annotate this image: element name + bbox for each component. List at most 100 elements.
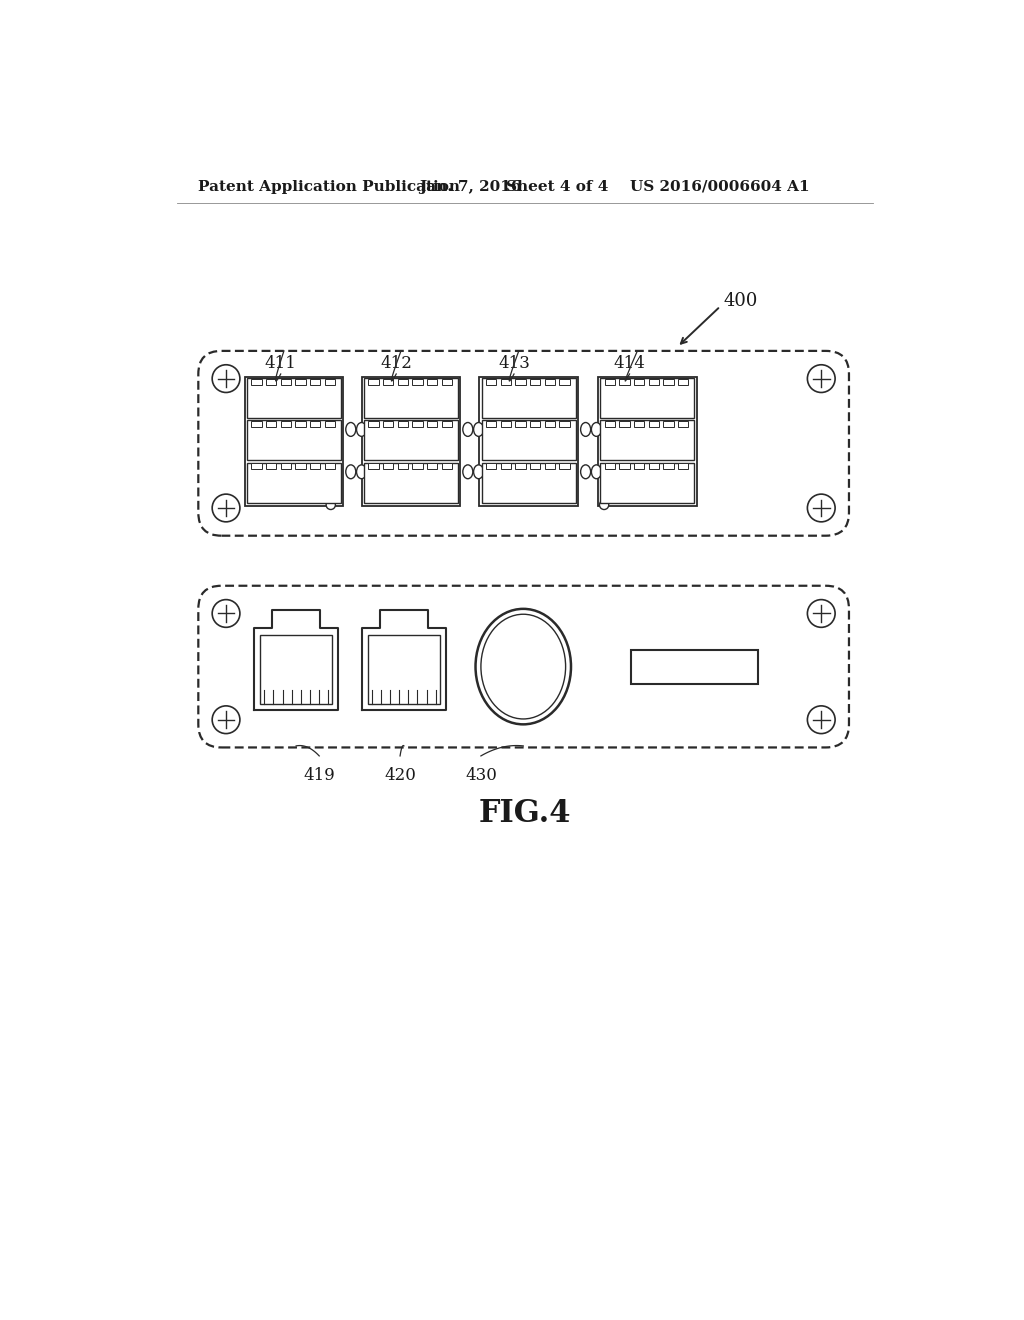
Bar bbox=[427, 379, 437, 385]
Bar bbox=[364, 378, 458, 418]
Ellipse shape bbox=[356, 465, 367, 479]
Circle shape bbox=[807, 494, 836, 521]
Bar bbox=[620, 379, 630, 385]
Ellipse shape bbox=[481, 614, 565, 719]
Bar bbox=[605, 463, 615, 470]
Bar bbox=[413, 421, 423, 428]
Bar bbox=[247, 378, 341, 418]
Bar bbox=[281, 379, 291, 385]
Bar bbox=[648, 463, 658, 470]
Bar bbox=[648, 421, 658, 428]
Text: 411: 411 bbox=[265, 355, 297, 372]
Text: FIG.4: FIG.4 bbox=[478, 797, 571, 829]
Bar bbox=[501, 421, 511, 428]
Circle shape bbox=[807, 364, 836, 392]
Bar bbox=[441, 463, 452, 470]
Bar bbox=[245, 378, 343, 507]
Bar bbox=[634, 463, 644, 470]
Bar bbox=[486, 379, 497, 385]
Bar bbox=[325, 421, 335, 428]
Bar bbox=[501, 379, 511, 385]
Bar bbox=[600, 420, 694, 461]
Ellipse shape bbox=[592, 465, 601, 479]
Bar bbox=[310, 421, 321, 428]
Bar bbox=[545, 379, 555, 385]
Bar bbox=[281, 463, 291, 470]
Circle shape bbox=[212, 494, 240, 521]
Bar bbox=[247, 420, 341, 461]
Ellipse shape bbox=[592, 422, 601, 437]
Bar bbox=[260, 635, 333, 705]
Circle shape bbox=[807, 706, 836, 734]
Circle shape bbox=[212, 599, 240, 627]
Bar bbox=[295, 421, 305, 428]
Bar bbox=[325, 463, 335, 470]
Bar bbox=[559, 463, 569, 470]
Text: 430: 430 bbox=[465, 767, 497, 784]
Bar bbox=[678, 379, 688, 385]
Bar bbox=[441, 379, 452, 385]
Circle shape bbox=[212, 706, 240, 734]
Bar bbox=[251, 379, 261, 385]
Ellipse shape bbox=[346, 465, 355, 479]
Bar bbox=[479, 378, 578, 507]
Bar bbox=[295, 463, 305, 470]
Bar bbox=[413, 379, 423, 385]
Text: Sheet 4 of 4: Sheet 4 of 4 bbox=[506, 180, 608, 194]
Bar bbox=[361, 378, 460, 507]
Text: Jan. 7, 2016: Jan. 7, 2016 bbox=[419, 180, 522, 194]
Bar bbox=[620, 421, 630, 428]
Bar bbox=[397, 463, 408, 470]
Bar bbox=[281, 421, 291, 428]
Bar bbox=[413, 463, 423, 470]
Bar bbox=[427, 463, 437, 470]
Bar bbox=[515, 463, 525, 470]
Bar bbox=[310, 463, 321, 470]
Bar bbox=[481, 462, 575, 503]
Bar bbox=[486, 463, 497, 470]
Bar bbox=[295, 379, 305, 385]
Bar bbox=[247, 462, 341, 503]
Text: 400: 400 bbox=[724, 292, 758, 310]
Circle shape bbox=[599, 500, 608, 510]
Bar bbox=[631, 649, 758, 684]
Bar bbox=[648, 379, 658, 385]
Ellipse shape bbox=[581, 465, 591, 479]
Bar bbox=[598, 378, 696, 507]
Bar bbox=[481, 378, 575, 418]
Bar bbox=[481, 420, 575, 461]
Bar bbox=[397, 379, 408, 385]
Bar bbox=[501, 463, 511, 470]
Text: US 2016/0006604 A1: US 2016/0006604 A1 bbox=[630, 180, 809, 194]
Bar bbox=[664, 463, 674, 470]
Text: 414: 414 bbox=[613, 355, 645, 372]
Bar bbox=[559, 379, 569, 385]
Bar bbox=[325, 379, 335, 385]
Bar bbox=[266, 463, 276, 470]
Bar bbox=[364, 462, 458, 503]
Text: 413: 413 bbox=[498, 355, 530, 372]
Ellipse shape bbox=[463, 465, 473, 479]
Bar bbox=[600, 378, 694, 418]
Circle shape bbox=[326, 500, 336, 510]
Bar bbox=[266, 421, 276, 428]
Ellipse shape bbox=[475, 609, 571, 725]
Bar bbox=[634, 379, 644, 385]
Bar bbox=[664, 379, 674, 385]
Bar bbox=[678, 463, 688, 470]
Bar bbox=[530, 421, 541, 428]
Bar bbox=[427, 421, 437, 428]
Text: 412: 412 bbox=[380, 355, 412, 372]
Bar bbox=[559, 421, 569, 428]
FancyBboxPatch shape bbox=[199, 351, 849, 536]
Ellipse shape bbox=[581, 422, 591, 437]
Bar bbox=[369, 463, 379, 470]
Bar bbox=[600, 462, 694, 503]
Bar bbox=[545, 463, 555, 470]
Bar bbox=[364, 420, 458, 461]
Bar bbox=[383, 421, 393, 428]
Bar bbox=[664, 421, 674, 428]
Bar bbox=[369, 421, 379, 428]
Bar bbox=[605, 421, 615, 428]
Bar bbox=[310, 379, 321, 385]
